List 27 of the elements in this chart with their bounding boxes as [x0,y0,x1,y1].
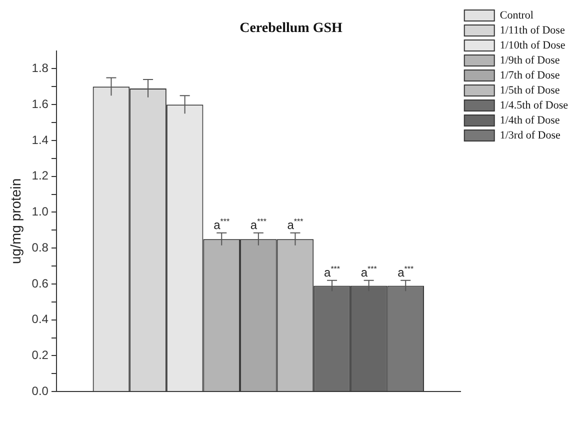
y-tick-label: 1.4 [32,132,49,147]
y-tick-label: 0.2 [32,348,49,362]
y-tick-label: 1.6 [32,96,49,111]
chart-title: Cerebellum GSH [240,21,343,36]
annotation: a*** [287,216,304,232]
legend-label: 1/9th of Dose [500,54,560,66]
annotation: a*** [324,264,340,280]
legend-label: 1/4.5th of Dose [500,99,568,112]
y-tick-label: 0.4 [32,312,49,326]
y-axis-title: ug/mg protein [7,178,24,264]
legend-label: 1/4th of Dose [500,114,560,126]
legend-label: 1/11th of Dose [500,24,565,36]
annotation: a*** [214,216,230,232]
legend-label: 1/10th of Dose [500,39,566,52]
annotation: a*** [398,264,414,280]
legend-label: Control [500,9,534,22]
y-tick-label: 0.0 [32,384,49,398]
annotation: a*** [360,264,377,280]
legend-label: 1/5th of Dose [500,84,560,96]
y-tick-label: 0.8 [32,240,49,254]
y-tick-label: 1.8 [32,61,49,76]
legend-label: 1/3rd of Dose [500,129,560,142]
y-tick-label: 0.6 [32,276,49,290]
y-tick-label: 1.0 [32,204,49,219]
y-tick-label: 1.2 [32,168,49,183]
legend-label: 1/7th of Dose [500,69,560,82]
annotation: a*** [250,216,266,232]
